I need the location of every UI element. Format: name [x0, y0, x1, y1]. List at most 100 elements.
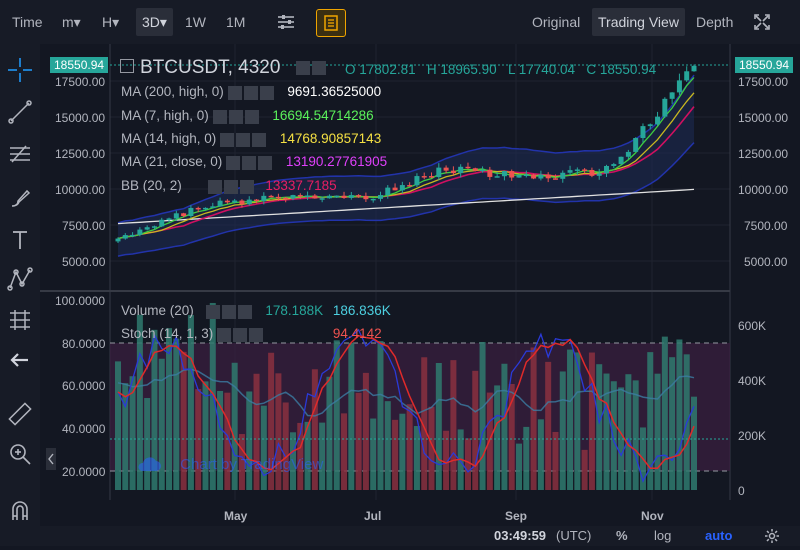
trend-line-icon[interactable] — [6, 98, 34, 126]
pattern-icon[interactable] — [6, 266, 34, 294]
volume-bar — [574, 352, 581, 490]
gear-icon[interactable] — [764, 528, 780, 544]
percent-scale-button[interactable]: % — [616, 528, 628, 543]
view-original-button[interactable]: Original — [532, 14, 581, 30]
open-value: 17802.81 — [359, 62, 416, 77]
indicator-buttons[interactable] — [227, 85, 276, 101]
candle — [151, 226, 157, 228]
volume-bar — [224, 392, 231, 490]
volume-bars — [115, 302, 697, 490]
interval-1m-button[interactable]: 1M — [226, 14, 246, 30]
candle — [254, 199, 260, 202]
collapse-toolbar-button[interactable] — [46, 448, 56, 470]
candle — [676, 80, 682, 93]
view-tradingview-button[interactable]: Trading View — [592, 8, 685, 36]
candle — [210, 206, 216, 208]
volume-bar — [231, 362, 238, 490]
indicator-buttons[interactable] — [226, 155, 274, 171]
time-tick: May — [224, 509, 248, 523]
candle — [472, 168, 478, 171]
candle — [669, 92, 675, 99]
view-depth-button[interactable]: Depth — [696, 14, 734, 30]
drawing-tools-sidebar — [0, 44, 40, 546]
candle — [399, 185, 405, 191]
volume-bar — [494, 385, 501, 490]
candle — [166, 218, 172, 220]
volume-bar — [217, 390, 224, 490]
time-tick: Jul — [364, 509, 382, 523]
candle — [115, 238, 121, 242]
price-tick: 17500.00 — [55, 75, 106, 89]
volume-tick: 400K — [738, 374, 767, 388]
ruler-icon[interactable] — [6, 400, 34, 428]
zoom-in-icon[interactable] — [6, 440, 34, 468]
candle — [662, 98, 668, 117]
volume-buttons[interactable] — [205, 304, 254, 320]
interval-3d-dropdown[interactable]: 3D▾ — [136, 8, 173, 36]
candle — [297, 195, 303, 197]
minutes-interval-dropdown[interactable]: m▾ — [62, 14, 81, 30]
volume-bar — [158, 358, 165, 490]
osc-tick: 20.0000 — [62, 465, 106, 479]
volume-bar — [173, 338, 180, 490]
fullscreen-icon[interactable] — [750, 9, 774, 35]
candle — [137, 229, 143, 235]
time-tick: Nov — [641, 509, 664, 523]
last-price-tag-right: 18550.94 — [735, 57, 794, 73]
time-button[interactable]: Time — [12, 14, 43, 30]
indicator-buttons[interactable] — [212, 109, 261, 125]
candlesticks — [115, 64, 697, 243]
candle — [531, 174, 537, 179]
candle — [414, 176, 420, 186]
chart-settings-icon[interactable] — [272, 9, 300, 35]
volume-bar — [472, 370, 479, 490]
auto-scale-button[interactable]: auto — [705, 528, 733, 543]
volume-bar — [115, 361, 121, 490]
volume-bar — [195, 389, 202, 490]
candle — [640, 126, 646, 139]
volume-bar — [260, 405, 267, 490]
volume-bar — [362, 372, 369, 490]
magnet-icon[interactable] — [6, 496, 34, 524]
crosshair-icon[interactable] — [6, 56, 34, 84]
candle — [604, 165, 610, 174]
ma14-line — [117, 92, 695, 240]
volume-bar — [618, 387, 625, 490]
price-tick: 15000.00 — [55, 111, 106, 125]
volume-bar — [253, 373, 260, 490]
symbol-legend-buttons[interactable] — [295, 57, 328, 79]
candle — [181, 213, 187, 217]
volume-bar — [377, 341, 384, 490]
volume-bar — [530, 347, 537, 490]
volume-bar — [392, 419, 399, 490]
volume-bar — [545, 361, 552, 490]
hours-interval-dropdown[interactable]: H▾ — [102, 14, 120, 30]
prediction-icon[interactable] — [6, 306, 34, 334]
indicator-legend-ma21: MA (21, close, 0) 13190.27761905 — [121, 154, 387, 171]
text-tool-icon[interactable] — [6, 226, 34, 254]
price-tick: 5000.00 — [62, 255, 106, 269]
volume-bar — [413, 426, 420, 490]
candle — [465, 166, 471, 169]
candle — [275, 196, 281, 199]
volume-bar — [319, 422, 326, 490]
symbol-label: BTCUSDT, 4320 — [140, 57, 281, 79]
fib-retracement-icon[interactable] — [6, 140, 34, 168]
arrow-back-icon[interactable] — [6, 346, 34, 374]
volume-bar — [610, 381, 617, 490]
volume-bar — [311, 369, 318, 490]
price-chart[interactable] — [40, 44, 800, 526]
interval-1w-button[interactable]: 1W — [185, 14, 206, 30]
candle — [436, 167, 442, 178]
stoch-buttons[interactable] — [217, 327, 265, 343]
volume-bar — [246, 391, 253, 490]
log-scale-button[interactable]: log — [654, 528, 672, 543]
indicator-buttons[interactable] — [220, 132, 268, 148]
brush-icon[interactable] — [6, 184, 34, 212]
collapse-legend-icon[interactable] — [120, 59, 134, 74]
indicator-buttons[interactable] — [207, 179, 256, 195]
indicators-icon[interactable] — [316, 9, 346, 37]
timezone-button[interactable]: (UTC) — [556, 528, 592, 543]
candle — [684, 71, 690, 81]
volume-bar — [421, 357, 428, 490]
